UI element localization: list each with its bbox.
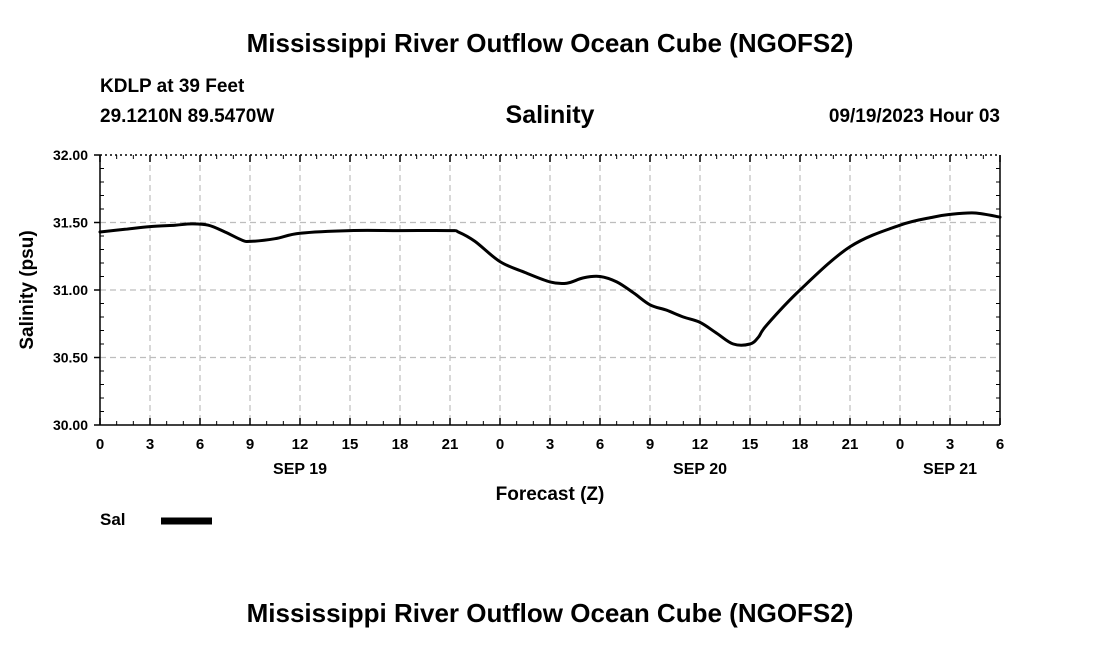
footer-title: Mississippi River Outflow Ocean Cube (NG… xyxy=(246,598,854,628)
series xyxy=(98,211,1002,347)
y-tick-label: 32.00 xyxy=(53,147,88,163)
x-tick-label: 3 xyxy=(146,436,154,453)
x-axis-label: Forecast (Z) xyxy=(496,484,605,505)
x-tick-label: 6 xyxy=(996,436,1004,453)
datetime-label: 09/19/2023 Hour 03 xyxy=(828,106,1000,127)
series-line-sal xyxy=(98,211,1002,347)
x-tick-label: 0 xyxy=(96,436,104,453)
x-tick-label: 0 xyxy=(496,436,504,453)
y-tick-label: 31.00 xyxy=(53,282,88,298)
variable-title: Salinity xyxy=(505,101,595,129)
date-label: SEP 19 xyxy=(273,461,327,478)
x-tick-label: 3 xyxy=(546,436,554,453)
x-tick-label: 21 xyxy=(442,436,459,453)
chart-title: Mississippi River Outflow Ocean Cube (NG… xyxy=(246,28,854,58)
y-tick-label: 30.00 xyxy=(53,417,88,433)
y-tick-label: 31.50 xyxy=(53,215,88,231)
x-tick-label: 6 xyxy=(596,436,604,453)
x-tick-label: 18 xyxy=(792,436,809,453)
x-tick-label: 9 xyxy=(246,436,254,453)
date-label: SEP 21 xyxy=(923,461,977,478)
x-tick-label: 15 xyxy=(342,436,359,453)
station-label: KDLP at 39 Feet xyxy=(100,76,245,97)
x-tick-label: 0 xyxy=(896,436,904,453)
x-tick-label: 21 xyxy=(842,436,859,453)
grid xyxy=(100,155,1000,425)
date-label: SEP 20 xyxy=(673,461,727,478)
x-tick-label: 18 xyxy=(392,436,409,453)
tick-labels: 0 3 6 9 12 15 18 21 0 3 6 9 12 15 18 21 0 3 6 30.00 30.50 31.… xyxy=(53,147,1004,478)
axes xyxy=(94,154,1001,426)
x-tick-label: 12 xyxy=(292,436,309,453)
x-tick-label: 12 xyxy=(692,436,709,453)
x-tick-label: 9 xyxy=(646,436,654,453)
x-tick-label: 3 xyxy=(946,436,954,453)
x-tick-label: 6 xyxy=(196,436,204,453)
coordinates-label: 29.1210N 89.5470W xyxy=(100,106,275,127)
x-tick-label: 15 xyxy=(742,436,759,453)
legend-label: Sal xyxy=(100,510,126,529)
y-axis-label: Salinity (psu) xyxy=(17,230,38,349)
y-tick-label: 30.50 xyxy=(53,350,88,366)
